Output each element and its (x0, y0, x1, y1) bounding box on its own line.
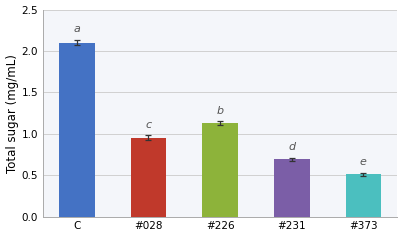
Text: b: b (216, 105, 224, 116)
Bar (131, 138, 166, 217)
Text: a: a (73, 24, 80, 34)
Bar (345, 174, 381, 217)
Bar (274, 160, 310, 217)
Text: d: d (288, 142, 295, 152)
Bar (59, 43, 95, 217)
Y-axis label: Total sugar (mg/mL): Total sugar (mg/mL) (6, 54, 19, 173)
Text: c: c (145, 120, 152, 130)
Text: e: e (360, 157, 367, 167)
Bar (202, 123, 238, 217)
